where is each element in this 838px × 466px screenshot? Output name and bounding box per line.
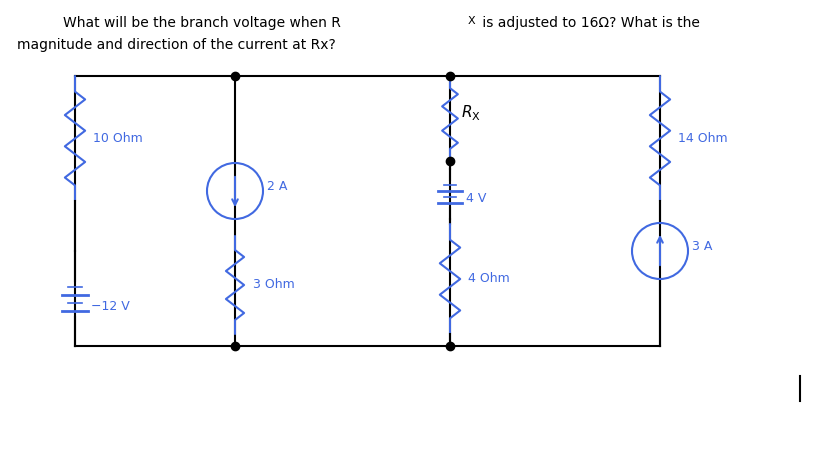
Text: 4 V: 4 V [466,192,486,205]
Text: X: X [468,16,475,26]
Text: −12 V: −12 V [91,300,130,313]
Text: R: R [462,105,473,120]
Text: 3 A: 3 A [692,240,712,254]
Text: What will be the branch voltage when R: What will be the branch voltage when R [63,16,341,30]
Text: magnitude and direction of the current at Rx?: magnitude and direction of the current a… [17,38,335,52]
Text: X: X [472,112,479,122]
Text: is adjusted to 16Ω? What is the: is adjusted to 16Ω? What is the [478,16,700,30]
Text: 14 Ohm: 14 Ohm [678,132,727,145]
Text: 10 Ohm: 10 Ohm [93,132,142,145]
Text: 3 Ohm: 3 Ohm [253,279,295,292]
Text: 2 A: 2 A [267,180,287,193]
Text: 4 Ohm: 4 Ohm [468,273,510,286]
